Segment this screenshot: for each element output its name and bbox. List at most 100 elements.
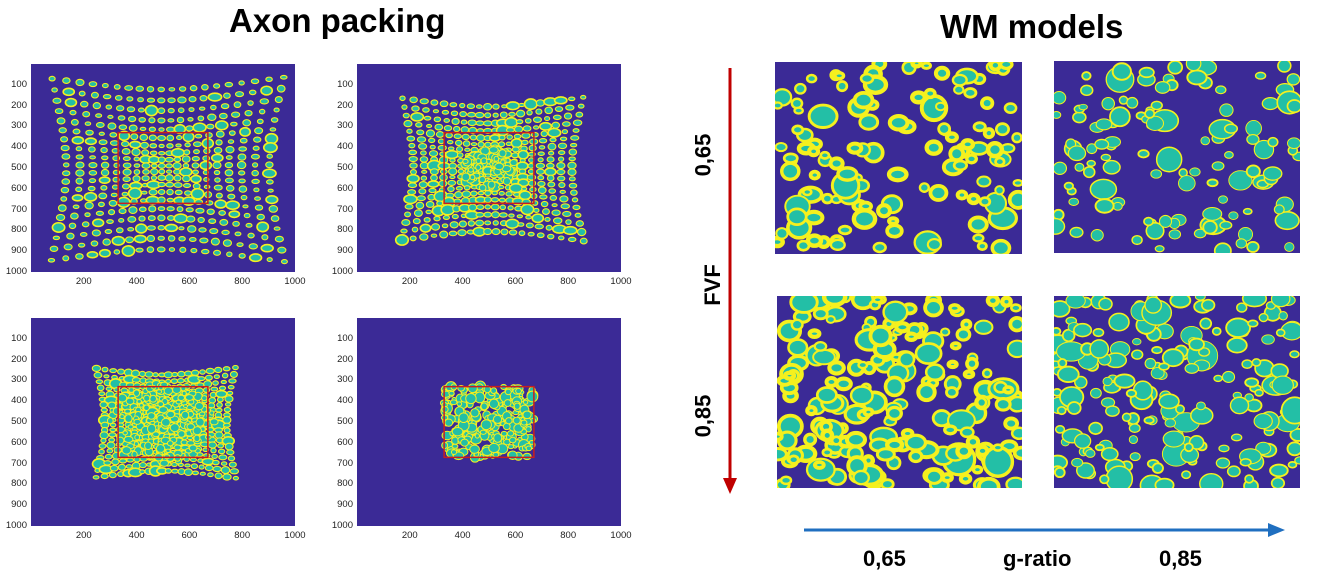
axon-blob <box>400 228 408 234</box>
axon-fiber <box>821 296 848 308</box>
axon-blob <box>99 401 108 409</box>
axon-blob <box>484 173 492 178</box>
axon-blob <box>259 98 270 105</box>
axon-blob <box>233 101 242 109</box>
axon-blob <box>410 112 425 122</box>
axon-fiber <box>791 124 805 136</box>
wm-model-fvf065-g065 <box>775 62 1022 254</box>
axon-fiber <box>1218 444 1230 453</box>
axon-blob <box>425 209 432 215</box>
axon-fiber <box>966 192 981 206</box>
axon-blob <box>562 210 572 217</box>
axon-blob <box>199 160 213 171</box>
axon-blob <box>568 156 576 162</box>
axon-fiber <box>990 238 1012 254</box>
axon-blob <box>475 120 485 127</box>
axon-fiber <box>958 473 973 485</box>
axon-blob <box>148 134 157 142</box>
axon-fiber <box>1254 71 1267 80</box>
axon-blob <box>458 412 469 424</box>
axon-blob <box>456 401 463 407</box>
axon-blob <box>420 150 427 156</box>
axon-blob <box>456 152 464 158</box>
axon-blob <box>419 98 429 105</box>
axon-fiber <box>1275 328 1286 337</box>
axon-blob <box>475 211 485 218</box>
axon-blob <box>92 475 100 480</box>
x-tick-label: 400 <box>128 530 145 541</box>
axon-blob <box>201 248 210 255</box>
axon-blob <box>430 99 439 106</box>
axon-fiber <box>1183 442 1194 453</box>
axon-fiber <box>948 145 966 163</box>
axon-blob <box>192 122 207 133</box>
axon-blob <box>466 103 476 110</box>
axon-blob <box>176 377 185 384</box>
axon-blob <box>437 138 445 145</box>
axon-blob <box>232 364 239 371</box>
axon-blob <box>576 227 587 237</box>
axon-blob <box>47 257 56 263</box>
axon-blob <box>537 175 545 181</box>
y-tick-label: 400 <box>11 141 27 153</box>
y-tick-label: 200 <box>337 353 353 365</box>
axon-blob <box>547 142 557 151</box>
axon-fiber <box>1199 317 1213 330</box>
axon-blob <box>134 223 148 234</box>
axon-fiber <box>1175 404 1185 414</box>
axon-blob <box>133 441 139 447</box>
axon-blob <box>100 161 110 169</box>
axon-fiber <box>910 90 928 105</box>
axon-blob <box>220 379 227 385</box>
axon-blob <box>177 394 186 402</box>
axon-blob <box>152 372 159 378</box>
axon-blob <box>447 185 455 193</box>
axon-fiber <box>948 303 962 314</box>
axon-blob <box>64 97 78 108</box>
axon-fiber <box>1223 123 1239 134</box>
axon-blob <box>535 99 545 107</box>
axon-blob <box>139 469 146 475</box>
axon-blob <box>62 255 70 262</box>
wm-model-fvf065-g085 <box>1054 61 1300 253</box>
x-tick-label: 800 <box>234 276 251 287</box>
axon-blob <box>158 168 166 175</box>
axon-blob <box>499 204 507 211</box>
axon-blob <box>567 236 577 243</box>
x-tick-label: 600 <box>507 276 524 287</box>
axon-blob <box>488 398 500 409</box>
axon-fiber <box>972 121 987 133</box>
axon-blob <box>199 95 208 102</box>
axon-blob <box>477 141 485 148</box>
y-tick-label: 300 <box>337 374 353 386</box>
axon-blob <box>453 133 462 140</box>
axon-blob <box>127 115 137 123</box>
axon-blob <box>201 84 209 91</box>
axon-blob <box>474 111 485 119</box>
axon-fiber <box>1121 412 1132 423</box>
axon-fiber <box>897 350 916 368</box>
axon-blob <box>209 410 215 416</box>
axon-blob <box>222 473 232 481</box>
axon-blob <box>165 163 173 169</box>
axon-fiber <box>1261 96 1280 111</box>
axon-blob <box>498 197 506 203</box>
axon-blob <box>58 127 67 134</box>
axon-fiber <box>1246 133 1260 145</box>
axon-fiber <box>965 153 978 165</box>
axon-blob <box>208 397 217 404</box>
axon-fiber <box>846 141 864 155</box>
axon-blob <box>497 184 505 190</box>
axon-blob <box>106 417 114 425</box>
axon-fiber <box>1270 476 1286 488</box>
axon-fiber <box>805 73 818 84</box>
axon-blob <box>505 218 520 229</box>
axon-blob <box>236 160 247 170</box>
axon-blob <box>518 102 526 108</box>
axon-fiber <box>1261 334 1275 345</box>
axon-blob <box>429 168 439 176</box>
axon-fiber <box>981 368 993 379</box>
axon-blob <box>166 197 175 203</box>
axon-blob <box>184 463 191 468</box>
axon-blob <box>90 91 99 99</box>
